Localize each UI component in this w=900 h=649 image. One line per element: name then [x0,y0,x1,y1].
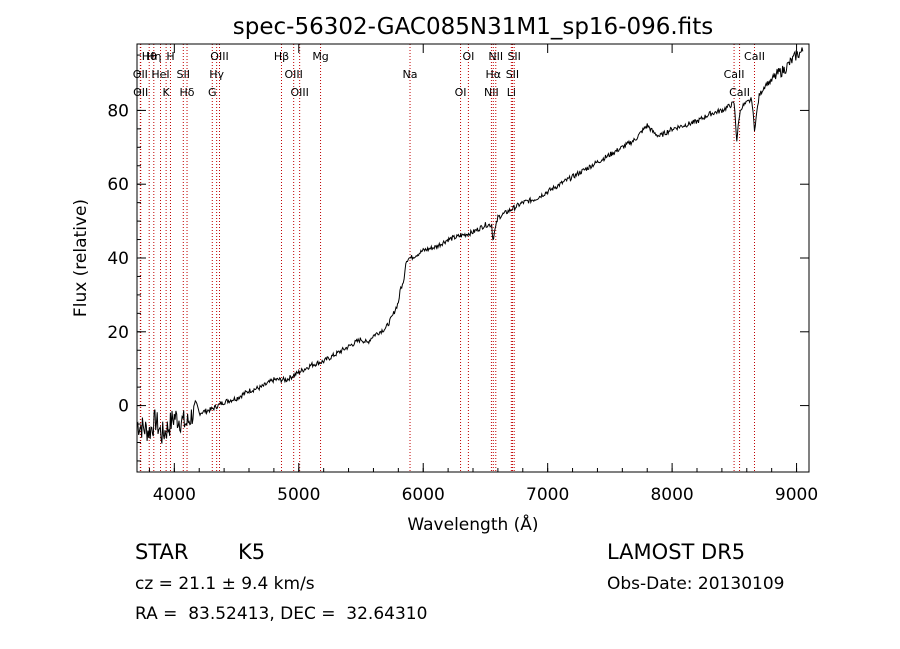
spectral-line-labels: HθOIIOIIHηHeIKHSIIHδOIIIHγGHβOIIIOIIIMgN… [133,50,765,99]
y-tick-label: 40 [107,249,129,269]
spectral-line-label: SII [507,50,520,63]
star-class: STAR [135,540,189,564]
spectral-line-label: OII [133,68,148,81]
chart-title: spec-56302-GAC085N31M1_sp16-096.fits [233,14,713,40]
spectrum-series-line [136,47,804,444]
x-tick-label: 4000 [153,485,196,505]
x-tick-label: 8000 [650,485,693,505]
spectral-line-label: SII [177,68,190,81]
x-tick-label: 5000 [277,485,320,505]
survey-name: LAMOST DR5 [607,540,746,564]
x-tick-label: 6000 [402,485,445,505]
spectral-line-label: H [166,50,174,63]
y-tick-label: 80 [107,101,129,121]
plot-frame [136,43,810,473]
x-axis-label: Wavelength (Å) [407,513,538,535]
y-axis: 0 20 40 60 80 [107,54,809,462]
spectral-line-label: Hδ [180,86,195,99]
coordinates: RA = 83.52413, DEC = 32.64310 [135,604,428,624]
spectral-line-label: G [208,86,217,99]
spectral-line-label: Mg [312,50,328,63]
spectral-line-label: OI [462,50,474,63]
spectral-line-label: CaII [724,68,745,81]
spectral-line-label: OII [133,86,148,99]
y-tick-label: 20 [107,323,129,343]
spectral-line-label: OIII [210,50,228,63]
spectral-line-label: HeI [151,68,169,81]
spectral-line-label: Hη [146,50,161,63]
spectral-line-label: OIII [290,86,308,99]
spectral-line-label: Li [507,86,516,99]
spectral-line-label: K [163,86,171,99]
y-tick-label: 0 [118,397,129,417]
x-tick-label: 7000 [526,485,569,505]
spectral-line-label: Hθ [142,50,157,63]
y-tick-label: 60 [107,175,129,195]
spectral-line-markers [139,44,755,472]
spectral-line-label: CaII [744,50,765,63]
spectral-line-label: Hα [486,68,502,81]
star-subclass: K5 [238,540,266,564]
y-axis-label: Flux (relative) [71,199,91,317]
spectral-line-label: NII [484,86,499,99]
spectral-line-label: Na [403,68,418,81]
redshift-velocity: cz = 21.1 ± 9.4 km/s [135,574,315,594]
spectral-line-label: NII [488,50,503,63]
spectral-line-label: Hγ [209,68,224,81]
spectral-line-label: SII [506,68,519,81]
x-tick-label: 9000 [775,485,818,505]
spectral-line-label: Hβ [274,50,289,63]
spectral-line-label: OIII [284,68,302,81]
spectral-line-label: CaII [729,86,750,99]
spectral-line-label: OI [455,86,467,99]
spectrum-chart: spec-56302-GAC085N31M1_sp16-096.fits Hθ O… [71,14,818,535]
x-axis: 4000 5000 6000 7000 8000 9000 [148,44,818,505]
observation-date: Obs-Date: 20130109 [607,574,785,594]
